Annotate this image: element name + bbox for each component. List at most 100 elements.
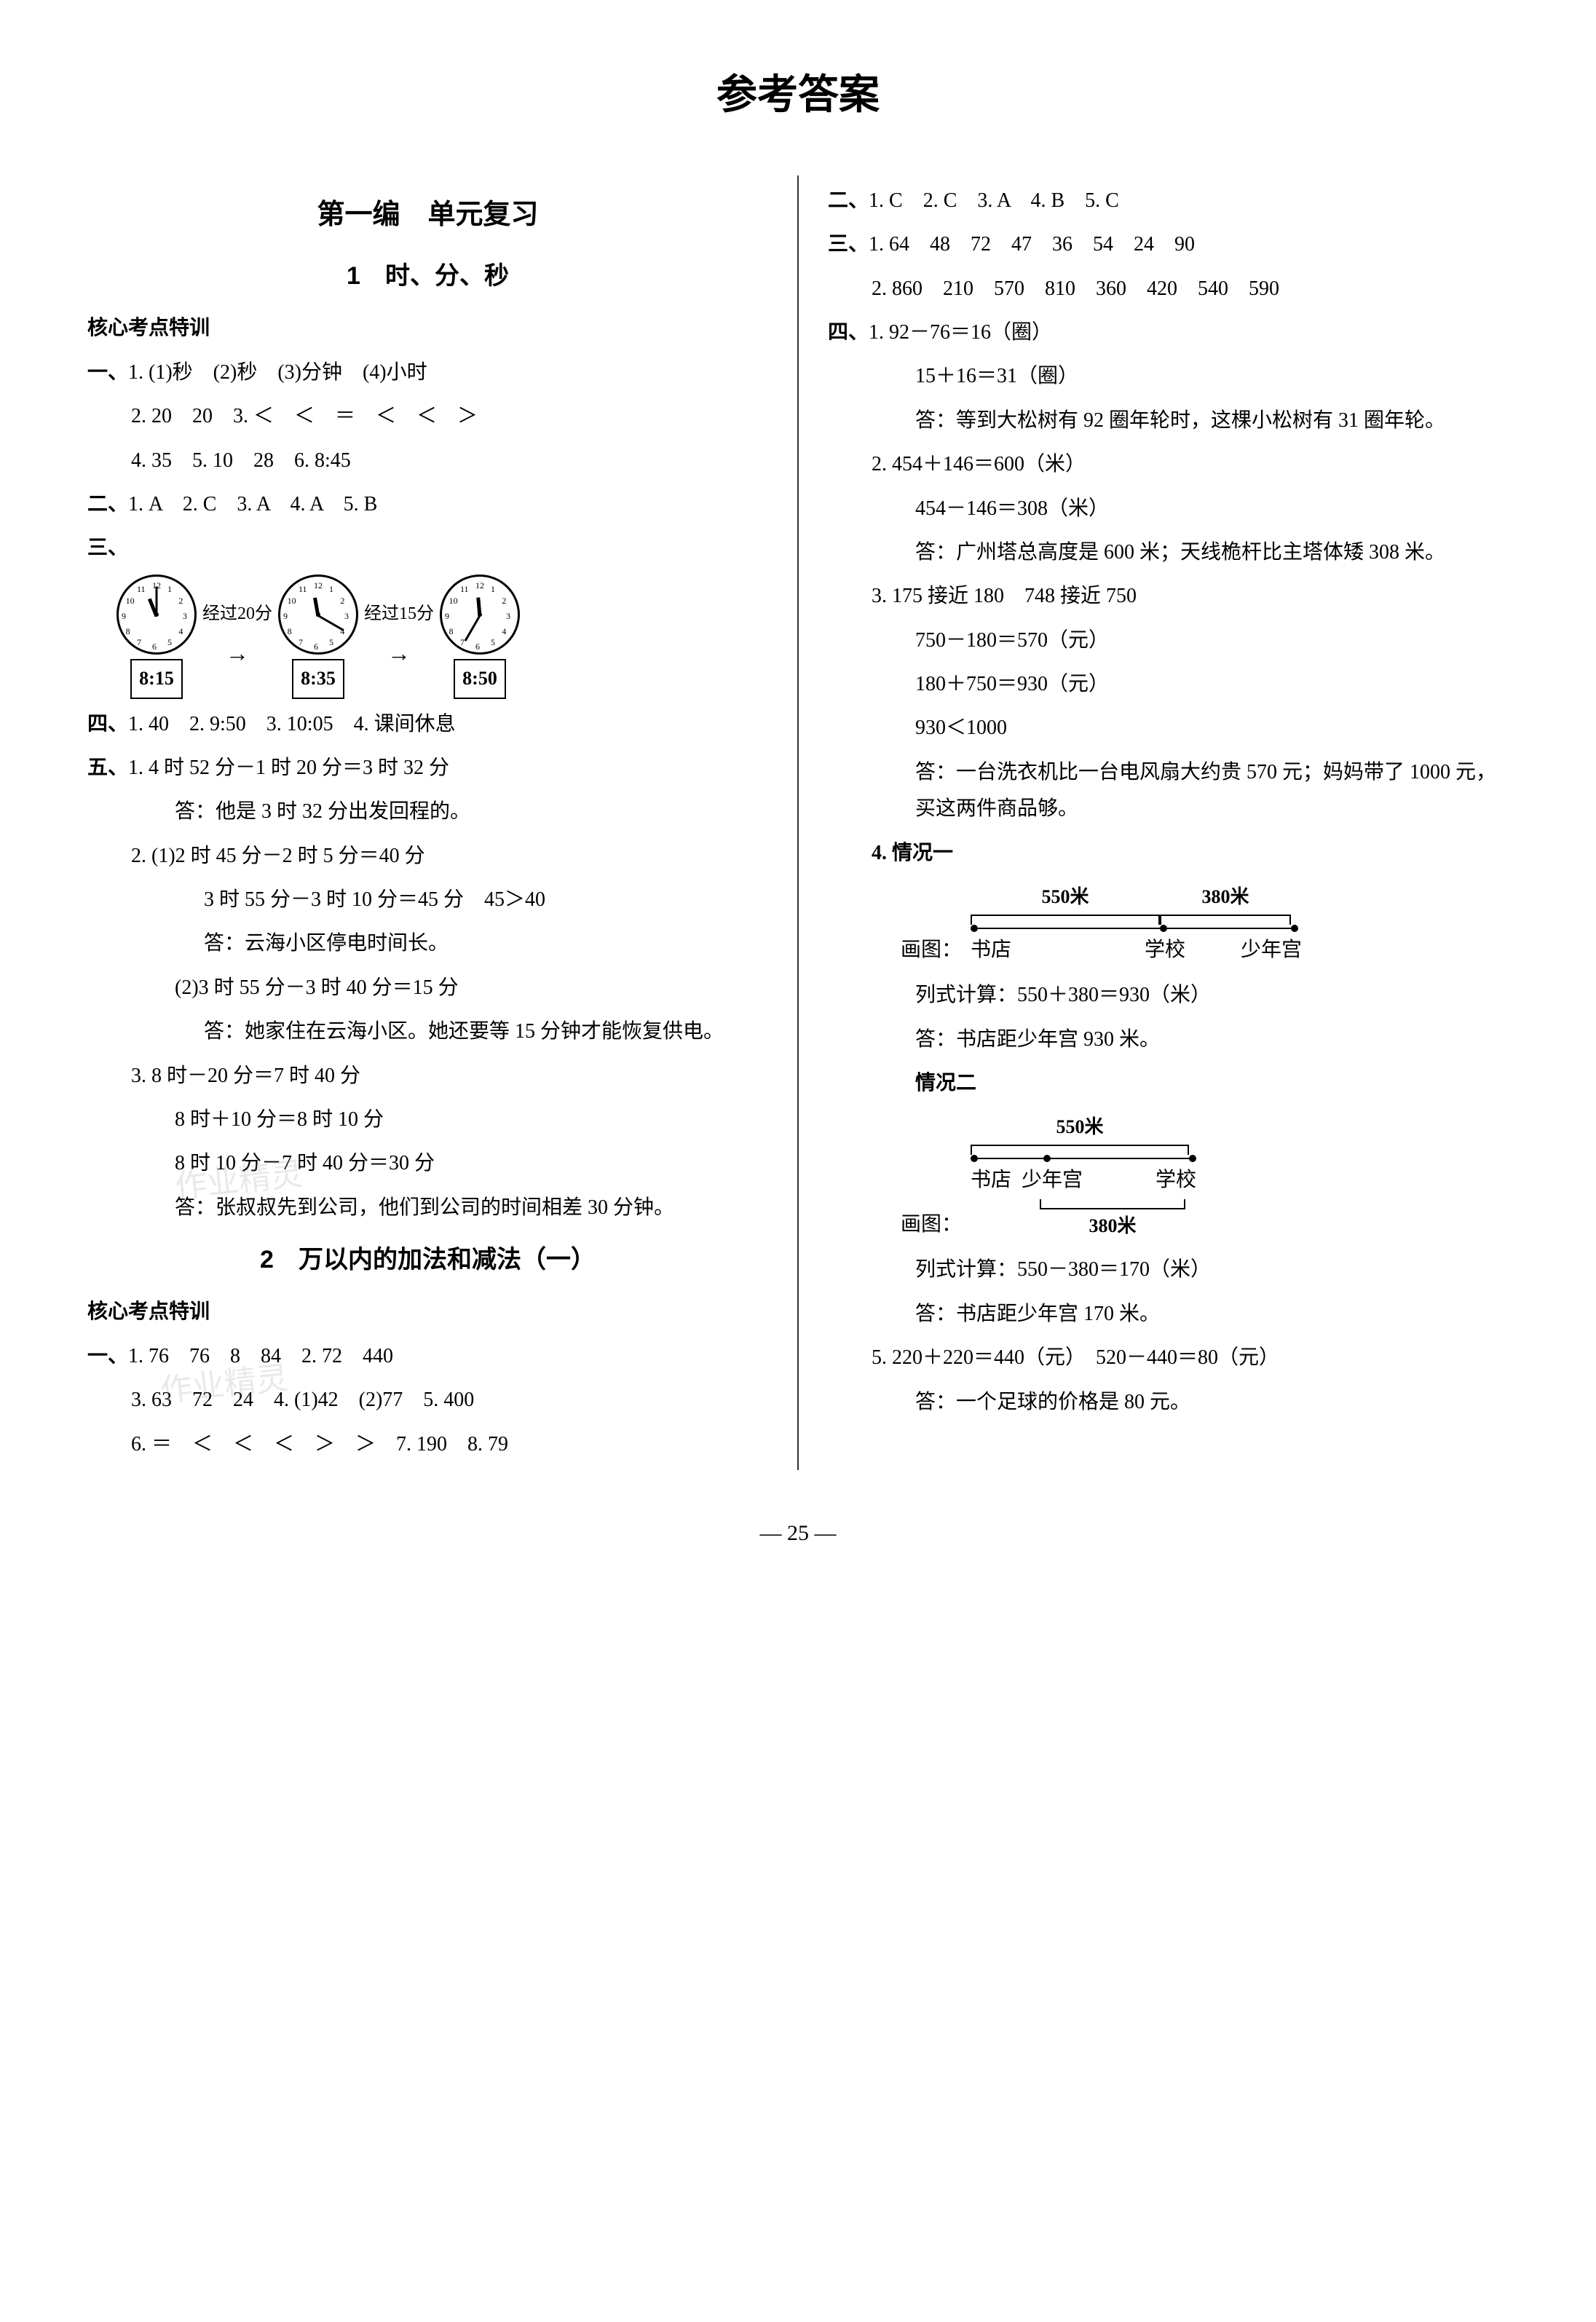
arrow-icon: → xyxy=(226,633,249,675)
point-icon xyxy=(1160,925,1167,932)
u2q1-label: 一、 xyxy=(87,1345,128,1367)
q1-l2: 2. 20 20 3. ＜ ＜ ＝ ＜ ＜ ＞ xyxy=(87,398,768,435)
page-title: 参考答案 xyxy=(87,58,1509,132)
right-column: 二、1. C 2. C 3. A 4. B 5. C 三、1. 64 48 72… xyxy=(828,175,1509,1470)
draw-label-2: 画图： xyxy=(901,1207,962,1243)
calc-label-2: 列式计算： xyxy=(915,1258,1017,1281)
rq4-p3-ans: 答：一台洗衣机比一台电风扇大约贵 570 元；妈妈带了 1000 元，买这两件商… xyxy=(828,754,1509,828)
d1-n2: 学校 xyxy=(1014,932,1185,968)
rq2-label: 二、 xyxy=(828,189,869,212)
core-heading-2: 核心考点特训 xyxy=(87,1294,768,1330)
rq2-l1-text: 1. C 2. C 3. A 4. B 5. C xyxy=(869,189,1119,212)
clock-face-2: 123456789101112 xyxy=(278,574,358,655)
rq4-p1-ans: 答：等到大松树有 92 圈年轮时，这棵小松树有 31 圈年轮。 xyxy=(828,403,1509,439)
calc-label: 列式计算： xyxy=(915,984,1017,1006)
clock-face-1: 123456789101112 xyxy=(116,574,197,655)
page-number-value: 25 xyxy=(787,1521,809,1545)
draw-label-1: 画图： xyxy=(901,932,962,968)
d2-bottom: 380米 xyxy=(1040,1209,1185,1244)
rq4-p4-head: 4. 情况一 xyxy=(828,835,1509,872)
rq4-p4b-ans: 答：书店距少年宫 170 米。 xyxy=(828,1296,1509,1332)
clock-face-3: 123456789101112 xyxy=(440,574,520,655)
rq4-p1-l1-text: 1. 92－76＝16（圈） xyxy=(869,321,1052,344)
u2q1-l3: 6. ＝ ＜ ＜ ＜ ＞ ＞ 7. 190 8. 79 xyxy=(87,1426,768,1463)
rq4-p2-l1: 2. 454＋146＝600（米） xyxy=(828,446,1509,483)
q5-p1-ans: 答：他是 3 时 32 分出发回程的。 xyxy=(87,794,768,830)
rq4-p3-l2: 750－180＝570（元） xyxy=(828,623,1509,659)
calc-1: 550＋380＝930（米） xyxy=(1017,984,1211,1006)
minute-hand xyxy=(465,615,481,641)
pass-2: 经过15分 xyxy=(364,599,434,630)
arrow-2: 经过15分 → xyxy=(364,599,434,675)
time-label-1: 8:15 xyxy=(130,659,183,699)
clock-row: 123456789101112 8:15 经过20分 → 12345678910… xyxy=(116,574,768,699)
q1-l1-text: 1. (1)秒 (2)秒 (3)分钟 (4)小时 xyxy=(128,361,427,384)
d2-top: 550米 xyxy=(971,1110,1189,1145)
q5-p3-l1: 3. 8 时－20 分＝7 时 40 分 xyxy=(87,1058,768,1094)
rq4-p4-ans: 答：书店距少年宫 930 米。 xyxy=(828,1022,1509,1058)
q3-label: 三、 xyxy=(87,530,768,566)
q5-p1-l1: 五、1. 4 时 52 分－1 时 20 分＝3 时 32 分 xyxy=(87,750,768,786)
calc-2: 550－380＝170（米） xyxy=(1017,1258,1211,1281)
q5-p2-ans: 答：云海小区停电时间长。 xyxy=(87,925,768,962)
q4-label: 四、 xyxy=(87,713,128,735)
rq2-l1: 二、1. C 2. C 3. A 4. B 5. C xyxy=(828,183,1509,219)
unit1-title: 1 时、分、秒 xyxy=(87,254,768,299)
clock-2: 123456789101112 8:35 xyxy=(278,574,358,699)
rq4-p1-l2: 15＋16＝31（圈） xyxy=(828,358,1509,395)
d1-n3: 少年宫 xyxy=(1185,932,1302,968)
q5-p2b-ans: 答：她家住在云海小区。她还要等 15 分钟才能恢复供电。 xyxy=(87,1014,768,1050)
page-number: — 25 — xyxy=(87,1514,1509,1553)
rq4-p4-calc: 列式计算：550＋380＝930（米） xyxy=(828,977,1509,1014)
rq4-p2-ans: 答：广州塔总高度是 600 米；天线桅杆比主塔体矮 308 米。 xyxy=(828,534,1509,571)
rq4-p1-l1: 四、1. 92－76＝16（圈） xyxy=(828,315,1509,351)
pass-1: 经过20分 xyxy=(202,599,272,630)
rq4-p4b-calc: 列式计算：550－380＝170（米） xyxy=(828,1252,1509,1288)
column-divider xyxy=(797,175,799,1470)
q2-l1: 二、1. A 2. C 3. A 4. A 5. B xyxy=(87,486,768,523)
point-icon xyxy=(1043,1155,1051,1162)
d2-n1: 书店 xyxy=(971,1162,1022,1198)
point-icon xyxy=(1189,1155,1196,1162)
rq3-l1-text: 1. 64 48 72 47 36 54 24 90 xyxy=(869,233,1195,256)
q1-l3: 4. 35 5. 10 28 6. 8:45 xyxy=(87,443,768,479)
q5-p2-l2: 3 时 55 分－3 时 10 分＝45 分 45＞40 xyxy=(87,882,768,918)
arrow-1: 经过20分 → xyxy=(202,599,272,675)
arrow-icon: → xyxy=(387,633,411,675)
q1-l1: 一、1. (1)秒 (2)秒 (3)分钟 (4)小时 xyxy=(87,355,768,391)
q5-p3-l2: 8 时＋10 分＝8 时 10 分 xyxy=(87,1102,768,1138)
unit2-title: 2 万以内的加法和减法（一） xyxy=(87,1238,768,1282)
q2-label: 二、 xyxy=(87,493,128,516)
q4-l1-text: 1. 40 2. 9:50 3. 10:05 4. 课间休息 xyxy=(128,713,456,735)
q5-p1-l1-text: 1. 4 时 52 分－1 时 20 分＝3 时 32 分 xyxy=(128,757,449,779)
rq4-p2-l2: 454－146＝308（米） xyxy=(828,491,1509,527)
rq4-p3-l1: 3. 175 接近 180 748 接近 750 xyxy=(828,578,1509,615)
rq4-p3-l4: 930＜1000 xyxy=(828,710,1509,746)
left-column: 第一编 单元复习 1 时、分、秒 核心考点特训 一、1. (1)秒 (2)秒 (… xyxy=(87,175,768,1470)
q5-p2b-l1: (2)3 时 55 分－3 时 40 分＝15 分 xyxy=(87,970,768,1006)
rq4-p3-l3: 180＋750＝930（元） xyxy=(828,666,1509,703)
point-icon xyxy=(971,925,978,932)
time-label-2: 8:35 xyxy=(292,659,344,699)
rq3-label: 三、 xyxy=(828,233,869,256)
q4-l1: 四、1. 40 2. 9:50 3. 10:05 4. 课间休息 xyxy=(87,706,768,743)
clock-3: 123456789101112 8:50 xyxy=(440,574,520,699)
rq4-p5-ans: 答：一个足球的价格是 80 元。 xyxy=(828,1384,1509,1421)
d1-seg2: 380米 xyxy=(1160,880,1291,915)
d2-n2: 少年宫 xyxy=(1022,1169,1083,1191)
d1-seg1: 550米 xyxy=(971,880,1160,915)
q5-label: 五、 xyxy=(87,757,128,779)
q5-p2-l1: 2. (1)2 时 45 分－2 时 5 分＝40 分 xyxy=(87,838,768,874)
diagram-1: 画图： 550米 380米 书店 学校 少年宫 xyxy=(901,880,1509,968)
point-icon xyxy=(971,1155,978,1162)
rq3-l2: 2. 860 210 570 810 360 420 540 590 xyxy=(828,271,1509,307)
hour-hand xyxy=(476,597,481,616)
rq4-p5-l1: 5. 220＋220＝440（元） 520－440＝80（元） xyxy=(828,1340,1509,1376)
content-columns: 第一编 单元复习 1 时、分、秒 核心考点特训 一、1. (1)秒 (2)秒 (… xyxy=(87,175,1509,1470)
hour-hand xyxy=(313,597,320,616)
d1-n1: 书店 xyxy=(971,932,1014,968)
rq4-p4b-head: 情况二 xyxy=(828,1065,1509,1102)
rq4-label: 四、 xyxy=(828,321,869,344)
section-heading: 第一编 单元复习 xyxy=(87,190,768,240)
point-icon xyxy=(1291,925,1298,932)
